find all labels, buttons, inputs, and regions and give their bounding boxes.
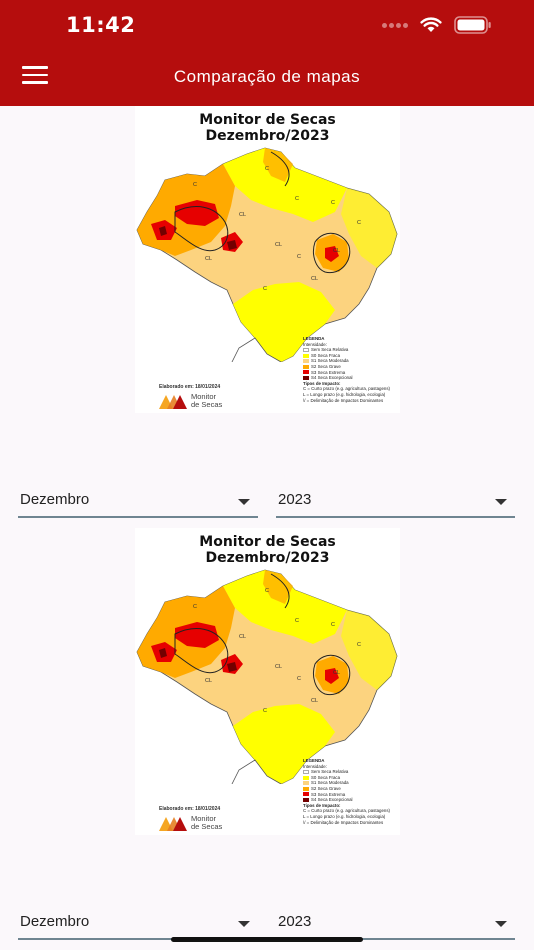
chevron-down-icon: [495, 499, 507, 505]
svg-text:C: C: [295, 618, 299, 624]
svg-text:CL: CL: [205, 256, 212, 262]
svg-text:C: C: [357, 220, 361, 226]
logo-icon: [159, 395, 187, 409]
svg-text:CL: CL: [311, 276, 318, 282]
monitor-de-secas-logo: Monitor de Secas: [159, 815, 222, 831]
status-icons: [382, 16, 492, 34]
hamburger-menu-icon[interactable]: [22, 66, 48, 88]
status-time: 11:42: [66, 13, 136, 37]
app-bar: Comparação de mapas: [0, 50, 534, 106]
svg-text:C: C: [265, 166, 269, 172]
svg-text:C: C: [297, 676, 301, 682]
year-select-top[interactable]: 2023: [276, 486, 515, 518]
legend-item: S2 Seca Grave: [303, 786, 399, 792]
legend-item: S3 Seca Extrema: [303, 370, 399, 376]
legend-item: S2 Seca Grave: [303, 364, 399, 370]
monitor-de-secas-logo: Monitor de Secas: [159, 393, 222, 409]
logo-icon: [159, 817, 187, 831]
elaborated-date: Elaborado em: 18/01/2024: [159, 384, 221, 390]
svg-text:C: C: [265, 588, 269, 594]
svg-text:CL: CL: [333, 248, 340, 254]
elaborated-date: Elaborado em: 18/01/2024: [159, 806, 221, 812]
legend-item: Sem Seca Relativa: [303, 769, 399, 775]
legend-item: S0 Seca Fraca: [303, 775, 399, 781]
svg-text:CL: CL: [311, 698, 318, 704]
chevron-down-icon: [238, 499, 250, 505]
svg-text:C: C: [297, 254, 301, 260]
legend-item: S4 Seca Excepcional: [303, 797, 399, 803]
month-select-bottom[interactable]: Dezembro: [18, 908, 258, 940]
svg-text:CL: CL: [275, 242, 282, 248]
svg-text:C: C: [193, 604, 197, 610]
map-title: Monitor de Secas Dezembro/2023: [199, 112, 336, 144]
svg-text:CL: CL: [239, 634, 246, 640]
svg-text:C: C: [263, 708, 267, 714]
svg-text:C: C: [331, 200, 335, 206]
svg-text:CL: CL: [333, 670, 340, 676]
month-select-top[interactable]: Dezembro: [18, 486, 258, 518]
svg-text:C: C: [331, 622, 335, 628]
cellular-signal-icon: [382, 22, 408, 28]
svg-text:C: C: [295, 196, 299, 202]
legend-item: S3 Seca Extrema: [303, 792, 399, 798]
status-bar: 11:42: [0, 0, 534, 50]
legend-item: S4 Seca Excepcional: [303, 375, 399, 381]
page-title: Comparação de mapas: [173, 67, 361, 86]
chevron-down-icon: [238, 921, 250, 927]
year-select-bottom[interactable]: 2023: [276, 908, 515, 940]
brazil-drought-map: C C C C C CL CL CL C CL C CL: [136, 569, 398, 784]
legend-item: S0 Seca Fraca: [303, 353, 399, 359]
map-legend: LEGENDA Intensidade: Sem Seca Relativa S…: [303, 758, 399, 825]
map-legend: LEGENDA Intensidade: Sem Seca Relativa S…: [303, 336, 399, 403]
svg-text:C: C: [193, 182, 197, 188]
svg-text:C: C: [357, 642, 361, 648]
legend-item: S1 Seca Moderada: [303, 780, 399, 786]
home-indicator[interactable]: [171, 937, 363, 942]
svg-text:C: C: [263, 286, 267, 292]
svg-text:CL: CL: [205, 678, 212, 684]
legend-item: S1 Seca Moderada: [303, 358, 399, 364]
svg-text:CL: CL: [275, 664, 282, 670]
brazil-drought-map: C C C C C CL CL CL C CL C CL: [136, 147, 398, 362]
legend-item: Sem Seca Relativa: [303, 347, 399, 353]
chevron-down-icon: [495, 921, 507, 927]
drought-map-bottom: Monitor de Secas Dezembro/2023 C C C C C CL …: [135, 528, 400, 835]
drought-map-top: Monitor de Secas Dezembro/2023 C C C C C CL …: [135, 106, 400, 413]
svg-text:CL: CL: [239, 212, 246, 218]
battery-icon: [454, 16, 491, 34]
wifi-icon: [420, 17, 442, 32]
map-title: Monitor de Secas Dezembro/2023: [199, 534, 336, 566]
